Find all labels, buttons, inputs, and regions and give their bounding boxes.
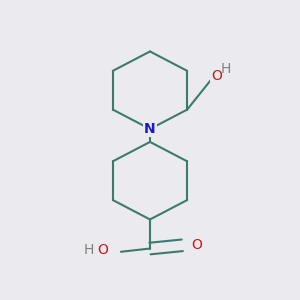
Text: N: N: [144, 122, 156, 136]
Text: O: O: [98, 243, 109, 257]
Text: H: H: [83, 243, 94, 257]
Text: H: H: [221, 62, 231, 76]
Text: O: O: [211, 69, 222, 83]
Text: O: O: [191, 238, 202, 252]
